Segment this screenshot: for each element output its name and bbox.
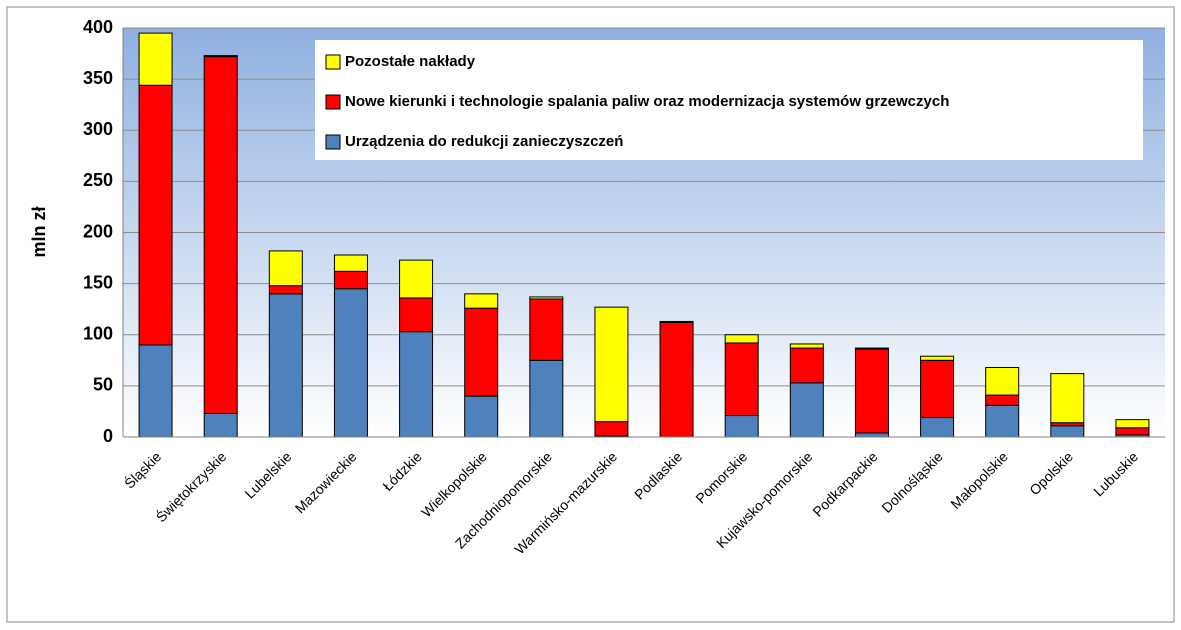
bar-segment: [854, 347, 889, 350]
bar-segment: [464, 307, 499, 397]
bar-segment: [529, 298, 564, 361]
bar-segment: [203, 412, 238, 438]
bar-segment: [789, 382, 824, 438]
bar-segment: [333, 254, 368, 272]
bar-segment: [985, 366, 1020, 396]
bar-segment: [920, 359, 955, 419]
legend: [315, 40, 1143, 160]
bar-segment: [659, 320, 694, 323]
legend-label: Nowe kierunki i technologie spalania pal…: [345, 93, 949, 110]
bar-segment: [594, 306, 629, 423]
bar-segment: [529, 296, 564, 300]
bar-segment: [985, 394, 1020, 406]
y-tick-label: 150: [83, 272, 113, 292]
bar-segment: [399, 331, 434, 438]
y-tick-label: 0: [103, 426, 113, 446]
legend-swatch: [325, 94, 341, 110]
bar-segment: [920, 355, 955, 361]
bar-segment: [203, 56, 238, 414]
bar-segment: [268, 285, 303, 295]
legend-swatch: [325, 134, 341, 150]
bar-segment: [789, 343, 824, 349]
bar-segment: [399, 297, 434, 333]
bar-segment: [138, 344, 173, 438]
bar-segment: [724, 415, 759, 438]
y-axis-label: mln zł: [29, 206, 49, 257]
bar-segment: [333, 270, 368, 290]
y-tick-label: 100: [83, 324, 113, 344]
bar-segment: [659, 321, 694, 438]
bar-segment: [854, 432, 889, 438]
bar-segment: [724, 342, 759, 417]
bar-segment: [138, 32, 173, 86]
legend-swatch: [325, 54, 341, 70]
y-tick-label: 350: [83, 68, 113, 88]
bar-segment: [1050, 425, 1085, 438]
bar-segment: [138, 84, 173, 346]
bar-segment: [529, 359, 564, 438]
y-tick-label: 400: [83, 17, 113, 37]
bar-segment: [724, 334, 759, 344]
bar-segment: [333, 288, 368, 438]
bar-segment: [854, 348, 889, 434]
y-tick-label: 50: [93, 375, 113, 395]
bar-segment: [1115, 427, 1150, 436]
bar-segment: [464, 395, 499, 438]
y-tick-label: 300: [83, 119, 113, 139]
y-tick-label: 200: [83, 221, 113, 241]
legend-label: Urządzenia do redukcji zanieczyszczeń: [345, 133, 623, 150]
bar-segment: [268, 250, 303, 287]
bar-segment: [399, 259, 434, 299]
legend-label: Pozostałe nakłady: [345, 53, 476, 70]
bar-segment: [594, 421, 629, 437]
bar-segment: [789, 347, 824, 384]
bar-segment: [985, 404, 1020, 438]
bar-segment: [1050, 373, 1085, 424]
bar-segment: [203, 55, 238, 58]
bar-segment: [268, 293, 303, 438]
y-tick-label: 250: [83, 170, 113, 190]
bar-segment: [1115, 419, 1150, 429]
bar-segment: [920, 417, 955, 438]
bar-segment: [464, 293, 499, 309]
